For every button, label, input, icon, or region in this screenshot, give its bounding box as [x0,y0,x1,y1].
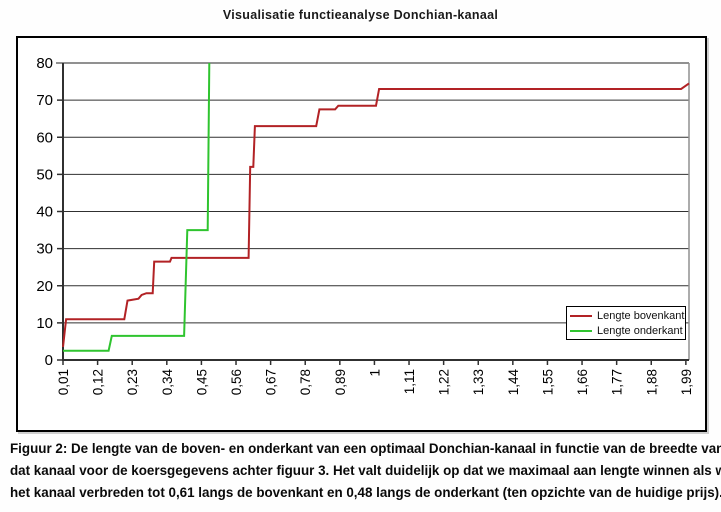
y-tick-label: 30 [36,241,53,258]
x-tick-label: 1,33 [471,369,486,395]
y-tick-label: 20 [36,278,53,295]
red-line-swatch [570,314,592,317]
chart-title: Visualisatie functieanalyse Donchian-kan… [222,8,499,22]
y-tick-label: 50 [36,166,53,183]
y-tick-label: 40 [36,204,53,221]
legend-label-bovenkant: Lengte bovenkant [597,309,685,322]
y-tick-label: 70 [36,92,53,109]
caption-line-3: het kanaal verbreden tot 0,61 langs de b… [10,485,721,500]
y-tick-label: 10 [36,315,53,332]
chart-frame: 0 10 20 30 40 50 60 70 80 0,01 0,12 0,23 0,34 0,45 0,5… [16,36,707,432]
x-tick-label: 1,22 [437,369,452,395]
x-tick-label: 1,88 [644,369,659,395]
green-line-swatch [570,329,592,332]
x-tick-label: 0,45 [194,369,209,395]
chart-plot-area: 0 10 20 30 40 50 60 70 80 0,01 0,12 0,23 0,34 0,45 0,5… [36,55,694,396]
legend-label-onderkant: Lengte onderkant [597,324,683,337]
series-line-onderkant [63,62,211,352]
x-tick-label: 1,77 [610,369,625,395]
x-tick-label: 0,67 [264,369,279,395]
x-tick-label: 1,11 [402,369,417,394]
x-tick-label: 0,78 [298,369,313,395]
y-tick-label: 60 [36,129,53,146]
x-tick-label: 1 [367,369,382,377]
x-tick-label: 0,89 [333,369,348,395]
series-line-bovenkant [62,82,690,348]
x-tick-label: 0,12 [91,369,106,395]
x-tick-label: 0,01 [56,369,71,395]
x-tick-label: 1,66 [575,369,590,395]
legend-item-bovenkant: Lengte bovenkant [570,309,685,322]
x-tick-label: 0,56 [229,369,244,395]
x-tick-label: 1,99 [679,369,694,395]
x-tick-label: 1,55 [540,369,555,395]
x-tick-label: 0,34 [160,369,175,396]
figure-caption: Figuur 2: De lengte van de boven- en ond… [10,438,721,504]
y-tick-label: 0 [45,352,53,369]
x-tick-label: 1,44 [506,369,521,396]
x-tick-label: 0,23 [125,369,140,395]
legend-item-onderkant: Lengte onderkant [570,324,683,337]
y-tick-label: 80 [36,55,53,72]
legend: Lengte bovenkant Lengte onderkant [566,306,686,340]
caption-line-1: Figuur 2: De lengte van de boven- en ond… [10,441,721,456]
caption-line-2: dat kanaal voor de koersgegevens achter … [10,463,721,478]
